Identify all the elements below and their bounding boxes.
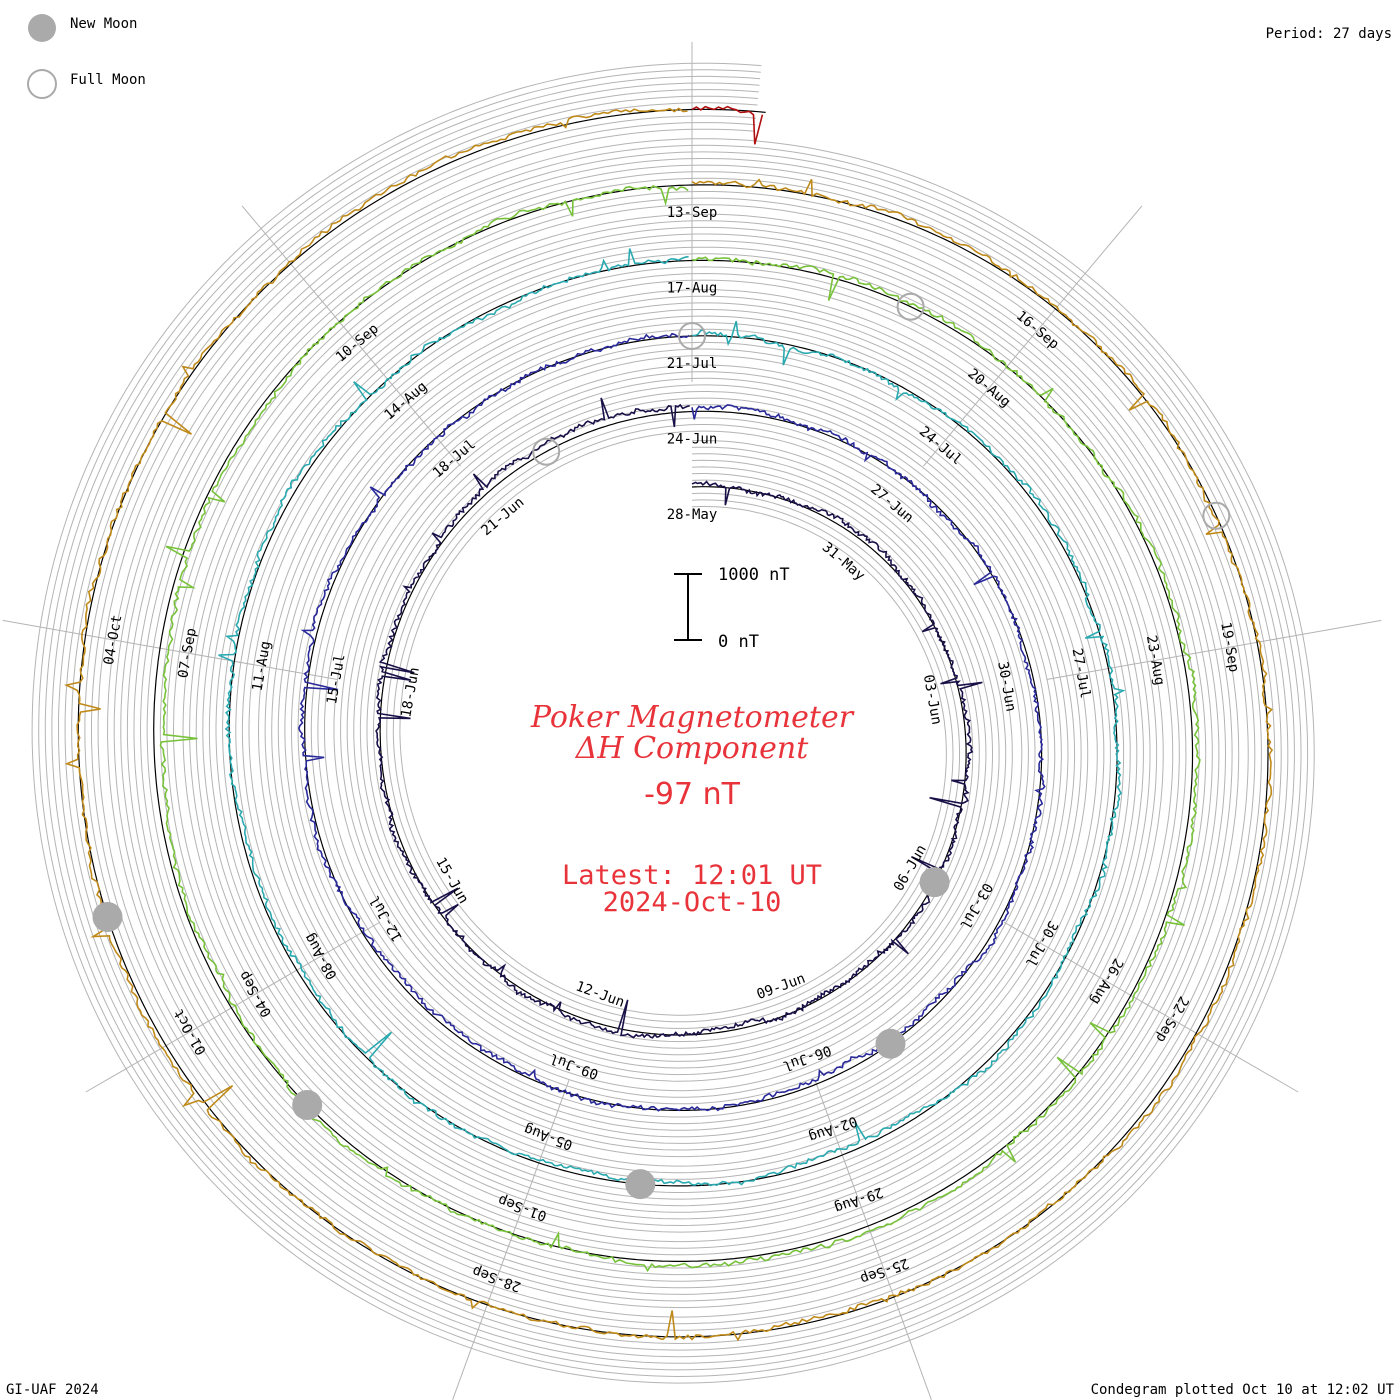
- grid-spiral: [51, 82, 1295, 1364]
- full-moon-marker: [1202, 501, 1231, 530]
- date-label: 09-Jun: [755, 971, 808, 1003]
- grid-spiral: [97, 128, 1249, 1318]
- grid-spiral: [38, 69, 1309, 1378]
- grid-spiral: [71, 102, 1276, 1345]
- date-label: 16-Sep: [1013, 308, 1062, 353]
- chart-title-line2: ΔH Component: [575, 731, 809, 766]
- new-moon-icon: [28, 14, 56, 42]
- grid-spiral: [31, 62, 1315, 1384]
- footer-plotted-time: Condegram plotted Oct 10 at 12:02 UT: [1091, 1382, 1395, 1398]
- date-label: 17-Aug: [667, 281, 718, 297]
- date-label: 06-Jul: [780, 1042, 833, 1074]
- date-label: 13-Sep: [667, 205, 718, 221]
- date-label: 01-Sep: [496, 1191, 549, 1223]
- spiral-grid: [31, 62, 1315, 1384]
- date-label: 24-Jun: [667, 432, 718, 448]
- date-label: 04-Oct: [101, 614, 126, 667]
- radial-spoke: [814, 1080, 932, 1400]
- date-label: 21-Jul: [667, 356, 718, 372]
- new-moon-legend-label: New Moon: [70, 16, 137, 32]
- current-value: -97 nT: [644, 777, 741, 812]
- period-label: Period: 27 days: [1266, 26, 1392, 42]
- date-label: 27-Jun: [867, 481, 916, 526]
- date-label: 14-Aug: [381, 379, 430, 424]
- radial-spoke: [85, 921, 381, 1093]
- date-label: 18-Jul: [430, 437, 479, 482]
- date-label: 29-Aug: [832, 1184, 885, 1216]
- full-moon-marker: [532, 437, 561, 466]
- grid-spiral: [64, 95, 1282, 1351]
- date-label: 21-Jun: [478, 494, 527, 539]
- latest-date: 2024-Oct-10: [603, 887, 782, 918]
- radial-spoke: [241, 205, 461, 467]
- chart-title-line1: Poker Magnetometer: [530, 700, 855, 735]
- grid-spiral: [84, 115, 1262, 1331]
- magnetometer-traces: [63, 105, 1274, 1342]
- date-label: 28-Sep: [470, 1262, 523, 1294]
- trace-2024-05-28: [375, 397, 983, 1039]
- grid-spiral: [44, 75, 1302, 1371]
- radial-spoke: [452, 1080, 570, 1400]
- grid-spiral: [91, 122, 1256, 1325]
- zero-baselines: [77, 108, 1269, 1338]
- date-label: 20-Aug: [964, 366, 1013, 411]
- trace-2024-08-17: [159, 185, 1201, 1273]
- date-label: 09-Jul: [548, 1050, 601, 1082]
- date-label: 15-Jul: [324, 653, 349, 706]
- new-moon-marker: [92, 902, 123, 932]
- full-moon-legend-label: Full Moon: [70, 72, 146, 88]
- new-moon-marker: [875, 1028, 906, 1059]
- latest-time: Latest: 12:01 UT: [562, 860, 822, 891]
- date-label: 12-Jun: [573, 979, 626, 1011]
- date-label: 03-Jun: [920, 673, 945, 726]
- trace-2024-09-13: [63, 107, 1274, 1342]
- date-label: 07-Sep: [175, 627, 200, 680]
- scale-bottom-label: 0 nT: [718, 632, 759, 652]
- date-label: 31-May: [819, 539, 868, 584]
- baseline-spiral: [77, 108, 1269, 1338]
- trace-2024-06-24: [298, 332, 1046, 1112]
- date-label: 02-Aug: [806, 1113, 859, 1145]
- trace-2024-07-21: [218, 248, 1126, 1187]
- date-label: 18-Jun: [398, 666, 423, 719]
- footer-credit: GI-UAF 2024: [6, 1382, 99, 1398]
- date-label: 28-May: [667, 507, 718, 523]
- grid-spiral: [58, 89, 1289, 1358]
- date-label: 05-Aug: [522, 1120, 575, 1152]
- radial-spoke: [1003, 921, 1299, 1093]
- trace-2024-10-07: [691, 105, 764, 145]
- date-label: 23-Aug: [1143, 634, 1168, 687]
- date-label: 25-Sep: [858, 1254, 911, 1286]
- full-moon-marker: [896, 292, 925, 321]
- scale-top-label: 1000 nT: [718, 565, 790, 585]
- date-label: 10-Sep: [333, 321, 382, 366]
- date-label: 24-Jul: [916, 424, 965, 469]
- new-moon-marker: [919, 867, 950, 898]
- date-label: 11-Aug: [250, 640, 275, 693]
- full-moon-marker: [678, 322, 706, 350]
- new-moon-marker: [292, 1090, 323, 1120]
- radial-spoke: [1046, 619, 1382, 680]
- moon-markers: [92, 292, 1231, 1200]
- full-moon-icon: [27, 69, 57, 99]
- new-moon-marker: [625, 1169, 656, 1200]
- radial-spoke: [2, 619, 338, 680]
